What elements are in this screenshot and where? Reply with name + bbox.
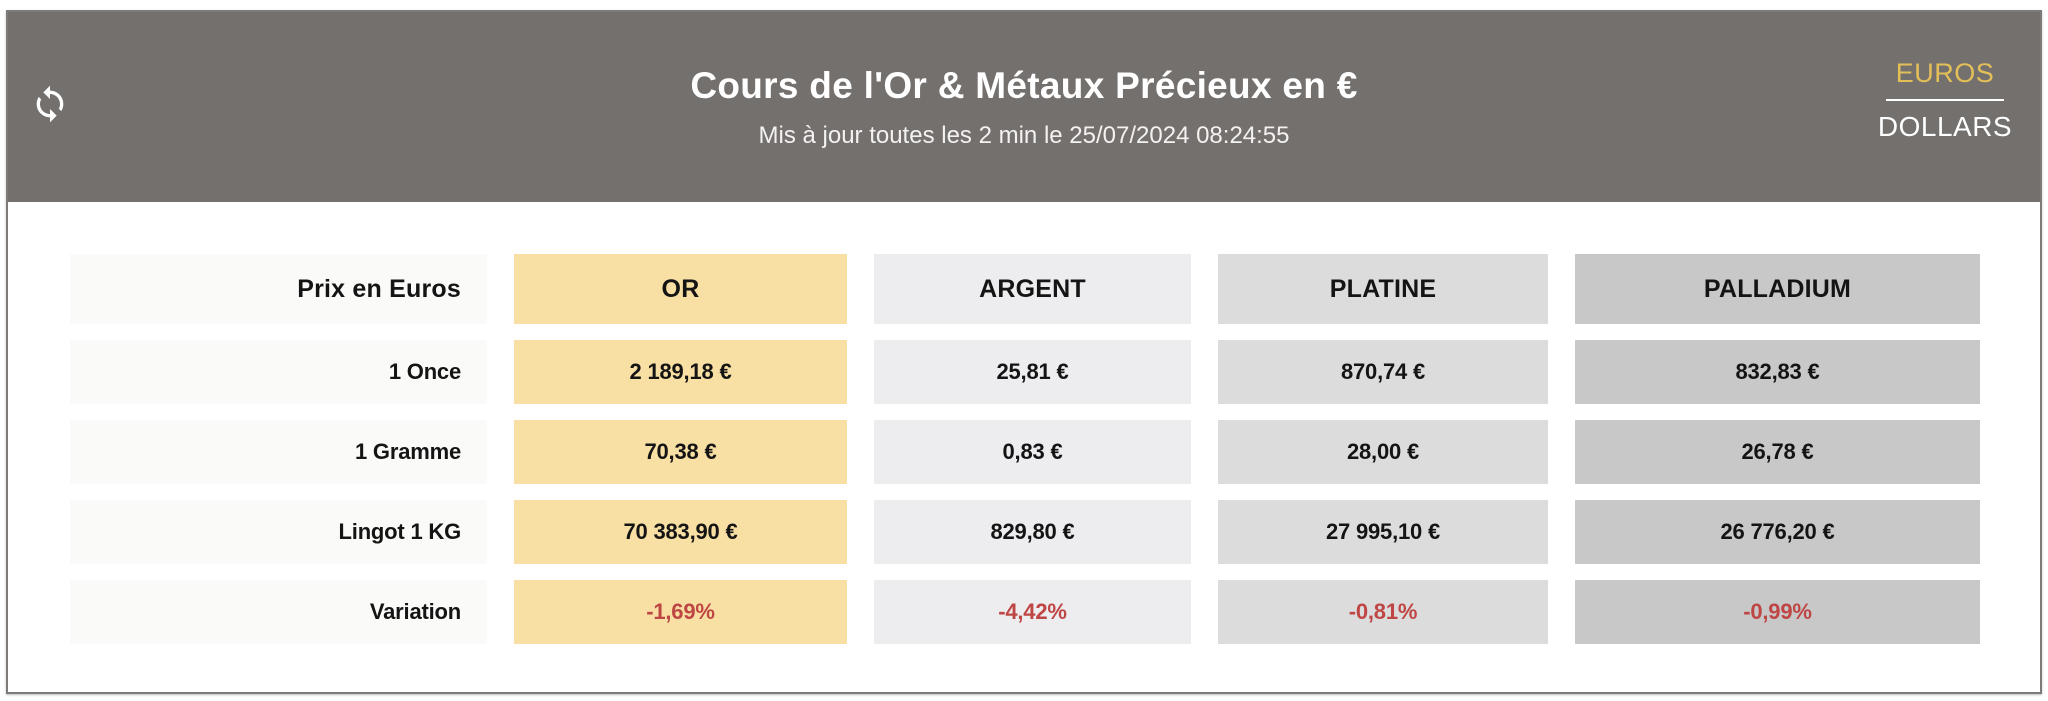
value-argent-lingot: 829,80 € <box>874 500 1191 564</box>
row-label-variation: Variation <box>70 580 487 644</box>
value-or-lingot: 70 383,90 € <box>514 500 847 564</box>
currency-tab-euros[interactable]: EUROS <box>1895 58 1995 88</box>
value-palladium-once: 832,83 € <box>1575 340 1980 404</box>
value-argent-gramme: 0,83 € <box>874 420 1191 484</box>
variation-palladium: -0,99% <box>1575 580 1980 644</box>
col-header-platine: PLATINE <box>1218 254 1548 324</box>
col-header-argent: ARGENT <box>874 254 1191 324</box>
gold-price-widget: Cours de l'Or & Métaux Précieux en € Mis… <box>6 10 2042 694</box>
corner-label: Prix en Euros <box>70 254 487 324</box>
value-argent-once: 25,81 € <box>874 340 1191 404</box>
value-platine-gramme: 28,00 € <box>1218 420 1548 484</box>
row-label-lingot: Lingot 1 KG <box>70 500 487 564</box>
row-label-gramme: 1 Gramme <box>70 420 487 484</box>
currency-active-underline <box>1886 99 2004 101</box>
value-platine-once: 870,74 € <box>1218 340 1548 404</box>
widget-header: Cours de l'Or & Métaux Précieux en € Mis… <box>8 12 2040 202</box>
variation-argent: -4,42% <box>874 580 1191 644</box>
refresh-sync-icon <box>30 84 70 124</box>
value-or-once: 2 189,18 € <box>514 340 847 404</box>
col-header-or: OR <box>514 254 847 324</box>
col-header-palladium: PALLADIUM <box>1575 254 1980 324</box>
currency-toggle: EUROS DOLLARS <box>1877 52 2013 143</box>
price-table: Prix en Euros OR ARGENT PLATINE PALLADIU… <box>70 254 1980 644</box>
value-platine-lingot: 27 995,10 € <box>1218 500 1548 564</box>
value-or-gramme: 70,38 € <box>514 420 847 484</box>
variation-platine: -0,81% <box>1218 580 1548 644</box>
page-title: Cours de l'Or & Métaux Précieux en € <box>690 64 1358 106</box>
refresh-button[interactable] <box>28 82 72 126</box>
last-updated-text: Mis à jour toutes les 2 min le 25/07/202… <box>758 121 1290 149</box>
row-label-once: 1 Once <box>70 340 487 404</box>
value-palladium-lingot: 26 776,20 € <box>1575 500 1980 564</box>
variation-or: -1,69% <box>514 580 847 644</box>
currency-tab-dollars[interactable]: DOLLARS <box>1877 111 2013 142</box>
value-palladium-gramme: 26,78 € <box>1575 420 1980 484</box>
